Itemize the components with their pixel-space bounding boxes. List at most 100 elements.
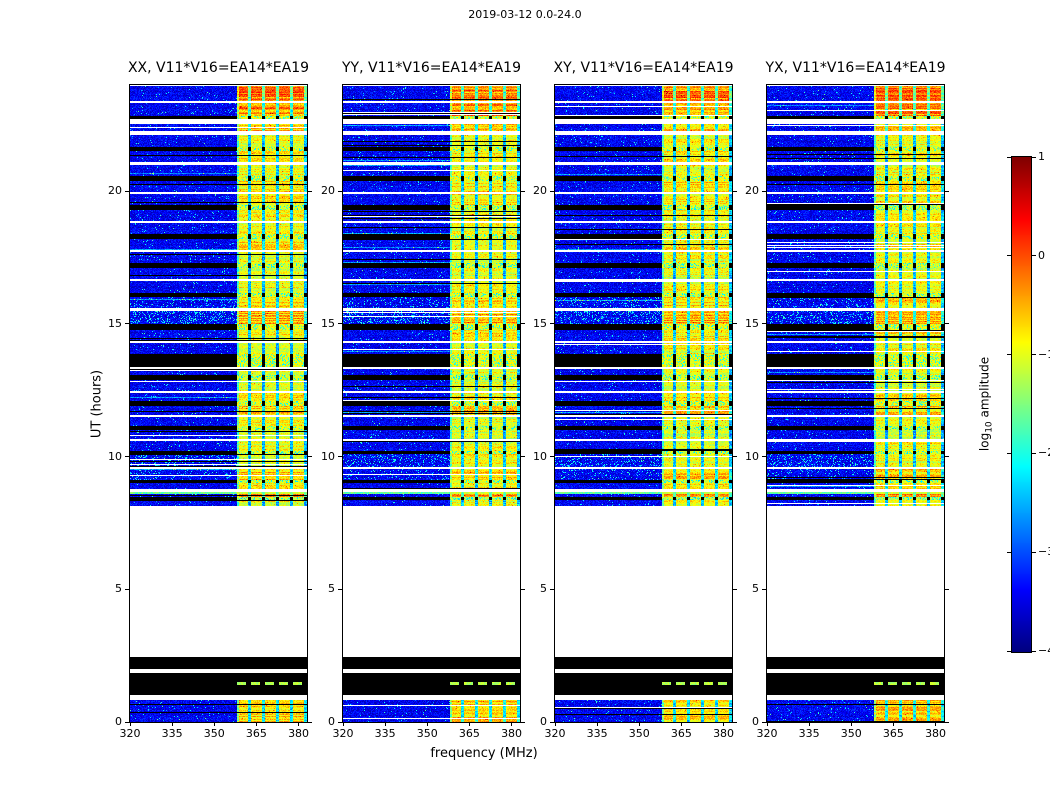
y-tick-label: 10 (321, 449, 335, 463)
x-tick (554, 722, 556, 726)
y-tick-right (945, 721, 949, 723)
colorbar-tick-left (1007, 650, 1011, 652)
y-tick-right (733, 721, 737, 723)
x-tick (766, 722, 768, 726)
panel-title-xy: XY, V11*V16=EA14*EA19 (553, 60, 734, 76)
x-tick (468, 722, 470, 726)
panel-title-xx: XX, V11*V16=EA14*EA19 (127, 60, 310, 76)
x-tick-label: 320 (756, 727, 778, 740)
colorbar-label: log10 amplitude (977, 357, 994, 451)
x-tick-label: 380 (501, 727, 523, 740)
x-tick-label: 350 (840, 727, 862, 740)
y-tick-left (125, 190, 129, 192)
y-tick-label: 10 (108, 449, 122, 463)
y-tick-left (338, 323, 342, 325)
x-tick (638, 722, 640, 726)
y-tick-label: 20 (745, 184, 759, 198)
y-tick-label: 0 (328, 715, 335, 728)
y-tick-label: 20 (321, 184, 335, 198)
y-tick-right (733, 323, 737, 325)
colorbar-tick-right (1032, 650, 1036, 652)
y-tick-right (733, 190, 737, 192)
y-tick-right (945, 588, 949, 590)
figure-title: 2019-03-12 0.0-24.0 (468, 8, 582, 21)
y-tick-left (125, 456, 129, 458)
spectrogram-yx (766, 84, 945, 723)
y-tick-label: 10 (745, 449, 759, 463)
y-tick-right (308, 721, 312, 723)
y-tick-left (338, 588, 342, 590)
y-tick-label: 15 (321, 316, 335, 330)
x-tick-label: 350 (628, 727, 650, 740)
x-tick-label: 350 (416, 727, 438, 740)
x-tick (213, 722, 215, 726)
y-tick-label: 20 (108, 184, 122, 198)
x-tick (935, 722, 937, 726)
y-tick-left (550, 721, 554, 723)
y-tick-label: 5 (752, 582, 759, 596)
y-tick-left (338, 456, 342, 458)
x-tick-label: 365 (245, 727, 267, 740)
colorbar-label-sub: 10 (984, 421, 995, 433)
y-tick-right (308, 190, 312, 192)
colorbar-tick-label: −1 (1038, 347, 1050, 361)
y-tick-label: 5 (328, 582, 335, 596)
y-tick-label: 15 (533, 316, 547, 330)
colorbar-tick-left (1007, 551, 1011, 553)
y-tick-label: 15 (745, 316, 759, 330)
x-tick (680, 722, 682, 726)
colorbar-label-suffix: amplitude (977, 356, 992, 422)
x-tick-label: 380 (288, 727, 310, 740)
y-tick-label: 5 (115, 582, 122, 596)
y-tick-right (945, 323, 949, 325)
colorbar-tick-left (1007, 156, 1011, 158)
colorbar-tick-label: −4 (1038, 644, 1050, 657)
colorbar-tick-left (1007, 354, 1011, 356)
y-tick-left (338, 190, 342, 192)
y-tick-right (733, 588, 737, 590)
y-tick-right (733, 456, 737, 458)
panel-title-yx: YX, V11*V16=EA14*EA19 (765, 60, 946, 76)
colorbar-tick-right (1032, 452, 1036, 454)
y-tick-left (550, 190, 554, 192)
y-tick-left (125, 323, 129, 325)
y-tick-right (308, 323, 312, 325)
colorbar-tick-label: 0 (1038, 248, 1045, 262)
panel-title-yy: YY, V11*V16=EA14*EA19 (342, 60, 521, 76)
y-tick-label: 20 (533, 184, 547, 198)
y-tick-right (521, 588, 525, 590)
x-tick (384, 722, 386, 726)
x-tick (342, 722, 344, 726)
x-tick (511, 722, 513, 726)
spectrogram-xx (129, 84, 308, 723)
y-tick-left (125, 588, 129, 590)
y-tick-left (125, 721, 129, 723)
y-tick-label: 0 (752, 715, 759, 728)
y-tick-label: 15 (108, 316, 122, 330)
y-tick-left (550, 588, 554, 590)
x-tick-label: 380 (713, 727, 735, 740)
x-tick-label: 365 (882, 727, 904, 740)
y-tick-left (762, 323, 766, 325)
colorbar-gradient (1011, 156, 1032, 653)
x-tick (892, 722, 894, 726)
x-tick-label: 335 (586, 727, 608, 740)
colorbar-tick-right (1032, 354, 1036, 356)
y-tick-label: 5 (540, 582, 547, 596)
x-tick-label: 335 (374, 727, 396, 740)
x-tick (298, 722, 300, 726)
y-tick-right (945, 456, 949, 458)
colorbar-tick-left (1007, 255, 1011, 257)
x-tick-label: 335 (161, 727, 183, 740)
colorbar-tick-label: −2 (1038, 446, 1050, 460)
x-tick-label: 320 (544, 727, 566, 740)
x-tick (171, 722, 173, 726)
y-tick-label: 0 (540, 715, 547, 728)
x-tick-label: 365 (458, 727, 480, 740)
y-tick-label: 10 (533, 449, 547, 463)
x-axis-label: frequency (MHz) (430, 746, 538, 761)
colorbar-tick-right (1032, 255, 1036, 257)
y-tick-right (945, 190, 949, 192)
y-tick-right (521, 323, 525, 325)
